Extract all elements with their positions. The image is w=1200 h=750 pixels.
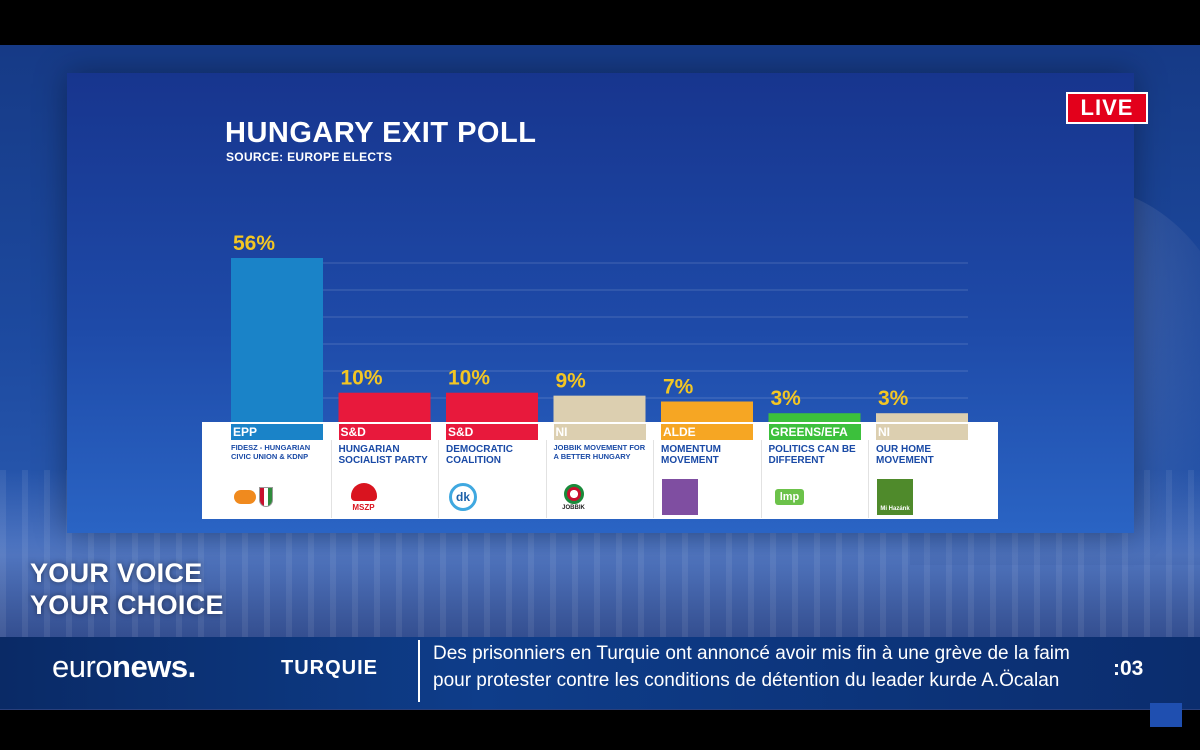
ticker-headline-line-2: pour protester contre les conditions de … xyxy=(433,670,1060,691)
data-label: 3% xyxy=(878,387,909,410)
momentum-logo xyxy=(661,479,699,515)
chart-title: HUNGARY EXIT POLL xyxy=(225,117,537,149)
jobbik-logo-text: JOBBIK xyxy=(562,504,585,511)
card-divider xyxy=(868,440,869,518)
card-divider xyxy=(330,440,332,518)
data-label: 9% xyxy=(556,370,587,393)
data-label: 56% xyxy=(233,232,275,255)
news-ticker xyxy=(0,637,1200,709)
ticker-headline-line-1: Des prisonniers en Turquie ont annoncé a… xyxy=(433,643,1070,664)
data-label: 7% xyxy=(663,376,694,399)
dk-circle-icon: dk xyxy=(449,483,477,511)
mszp-rose-icon xyxy=(350,482,377,501)
ticker-headline: Des prisonniers en Turquie ont annoncé a… xyxy=(433,640,1103,694)
ticker-separator xyxy=(418,640,420,702)
mszp-logo-text: MSZP xyxy=(352,502,375,512)
dk-logo: dk xyxy=(446,480,480,514)
bar xyxy=(876,413,968,422)
bar xyxy=(661,401,753,422)
lmp-badge-icon: lmp xyxy=(774,489,805,505)
party-name: HUNGARIAN SOCIALIST PARTY xyxy=(338,444,428,466)
card-divider xyxy=(438,440,439,518)
ticker-timer: :03 xyxy=(1113,657,1144,680)
chart-subtitle: SOURCE: EUROPE ELECTS xyxy=(226,150,393,164)
your-voice-your-choice-tagline: YOUR VOICE YOUR CHOICE xyxy=(30,557,224,621)
card-divider xyxy=(545,440,547,518)
momentum-square-icon xyxy=(662,479,698,515)
fidesz-icon xyxy=(233,490,256,504)
card-divider xyxy=(760,440,762,518)
group-label: GREENS/EFA xyxy=(768,424,861,440)
group-label: S&D xyxy=(338,424,431,440)
bar xyxy=(338,392,431,422)
group-label: ALDE xyxy=(661,424,753,440)
mi-hazank-logo: Mi Hazánk xyxy=(876,479,914,515)
jobbik-emblem-icon xyxy=(563,483,584,504)
ticker-section: TURQUIE xyxy=(281,657,378,679)
party-name: DEMOCRATIC COALITION xyxy=(446,444,514,466)
euronews-watermark-icon xyxy=(1150,703,1182,727)
party-name: MOMENTUM MOVEMENT xyxy=(661,444,721,466)
data-label: 10% xyxy=(448,367,490,390)
mi-hazank-square-icon: Mi Hazánk xyxy=(877,479,913,515)
group-label: NI xyxy=(553,424,646,440)
bar xyxy=(553,395,646,422)
data-label: 3% xyxy=(771,387,802,410)
euronews-logo: euronews. xyxy=(52,649,196,684)
party-name: OUR HOME MOVEMENT xyxy=(876,444,934,466)
party-name: FIDESZ - HUNGARIAN CIVIC UNION & KDNP xyxy=(231,443,311,461)
card-divider xyxy=(653,440,654,518)
tagline-line-1: YOUR VOICE xyxy=(30,558,203,588)
group-label: EPP xyxy=(231,424,323,440)
tagline-line-2: YOUR CHOICE xyxy=(30,590,224,620)
group-label: NI xyxy=(876,424,968,440)
lmp-logo: lmp xyxy=(769,480,811,514)
live-badge: LIVE xyxy=(1066,92,1148,124)
jobbik-logo: JOBBIK xyxy=(554,480,594,514)
data-label: 10% xyxy=(341,367,383,390)
party-name: JOBBIK MOVEMENT FOR A BETTER HUNGARY xyxy=(553,443,646,461)
bar xyxy=(768,413,861,422)
bar xyxy=(231,258,323,422)
party-name: POLITICS CAN BE DIFFERENT xyxy=(768,444,856,466)
group-label: S&D xyxy=(446,424,538,440)
mszp-logo: MSZP xyxy=(339,480,389,514)
kdnp-icon xyxy=(258,487,273,507)
bar xyxy=(446,392,538,422)
fidesz-kdnp-logo xyxy=(231,480,275,514)
